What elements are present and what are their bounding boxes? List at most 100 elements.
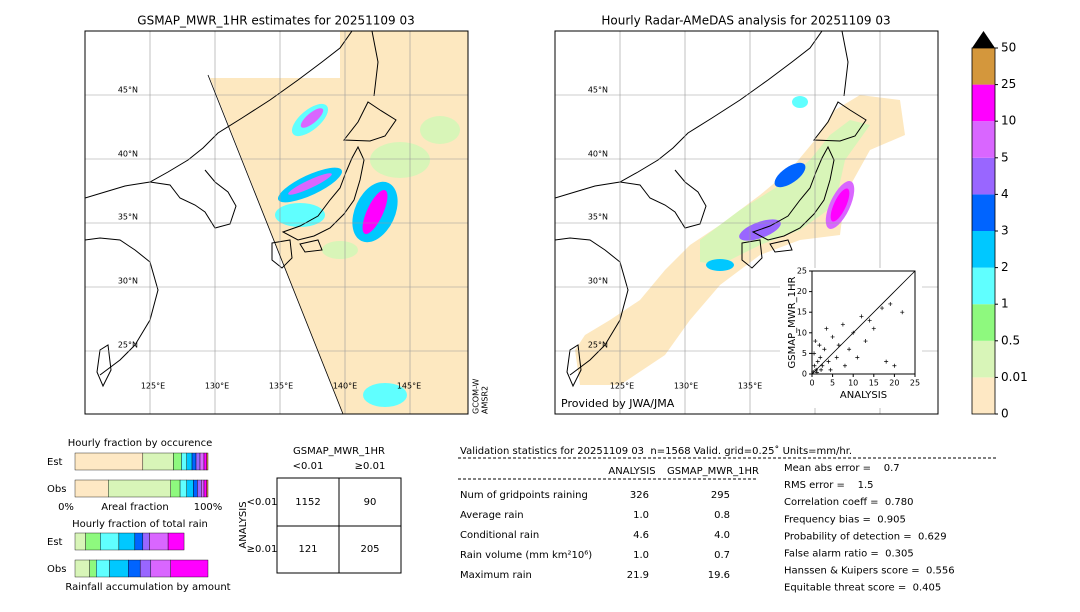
col-header: <0.01	[293, 461, 324, 472]
lat-label: 40°N	[118, 150, 138, 159]
lat-label: 35°N	[588, 213, 608, 222]
fraction-segment	[74, 559, 90, 578]
axis-label: 100%	[194, 502, 223, 513]
stat-label: Num of gridpoints raining	[460, 490, 588, 501]
scatter-point	[814, 367, 819, 372]
scatter-point	[812, 363, 817, 368]
stat-label: Maximum rain	[460, 570, 532, 581]
stat-value: 0.7	[714, 550, 730, 561]
x-tick-label: 15	[869, 379, 879, 388]
fraction-segment	[74, 452, 144, 471]
fraction-segment	[139, 559, 152, 578]
rain-blobs	[275, 103, 460, 407]
fraction-segment	[186, 479, 194, 498]
stat-value: 326	[630, 490, 649, 501]
colorbar-label: 5	[1001, 150, 1009, 164]
y-tick-label: 0	[802, 370, 807, 379]
map-title: Hourly Radar-AMeDAS analysis for 2025110…	[601, 14, 890, 28]
colorbar-label: 4	[1001, 187, 1009, 201]
stat-value: 21.9	[627, 570, 649, 581]
validation-header: Validation statistics for 20251109 03 n=…	[460, 445, 852, 457]
column-header: ANALYSIS	[608, 466, 655, 477]
lat-label: 25°N	[118, 341, 138, 350]
x-tick-label: 25	[910, 379, 920, 388]
scatter-point	[840, 322, 845, 327]
scatter-point	[819, 367, 824, 372]
scatter-point	[863, 339, 868, 344]
scatter-point	[813, 339, 818, 344]
credit: Provided by JWA/JMA	[561, 397, 675, 410]
stat-value: 4.6	[633, 530, 649, 541]
fraction-segment	[206, 452, 209, 471]
lat-label: 40°N	[588, 150, 608, 159]
scatter-point	[867, 318, 872, 323]
colorbar-label: 25	[1001, 77, 1016, 91]
column-header: GSMAP_MWR_1HR	[667, 466, 759, 477]
colorbar-label: 2	[1001, 260, 1009, 274]
score: False alarm ratio = 0.305	[784, 549, 914, 560]
map-frame	[554, 30, 939, 415]
scatter-background	[780, 268, 922, 408]
fraction-segment	[127, 559, 141, 578]
sensor-label: GCOM-W	[472, 378, 481, 414]
scatter-point	[830, 334, 835, 339]
x-tick-label: 0	[809, 379, 814, 388]
scatter-point	[822, 347, 827, 352]
stat-label: Rain volume (mm km²10⁶)	[460, 550, 592, 561]
fraction-segment	[108, 479, 171, 498]
table-cell: 1152	[295, 497, 320, 508]
x-tick-label: 10	[848, 379, 858, 388]
fraction-segment	[96, 559, 110, 578]
map-frame	[84, 30, 469, 415]
colorbar-label: 0.5	[1001, 333, 1020, 347]
colorbar-segment	[972, 377, 995, 414]
scatter-point	[884, 359, 889, 364]
fraction-segment	[109, 559, 129, 578]
axis-label: 0%	[58, 502, 74, 513]
scatter-point	[812, 351, 817, 356]
scatter-point	[892, 363, 897, 368]
lon-label: 135°E	[269, 382, 293, 391]
fraction-segment	[197, 479, 202, 498]
score: Hanssen & Kuipers score = 0.556	[784, 566, 955, 577]
colorbar-segment	[972, 84, 995, 122]
axis-label: Areal fraction	[101, 502, 168, 513]
score: Correlation coeff = 0.780	[784, 497, 914, 508]
fraction-segment	[179, 479, 187, 498]
scatter-point	[826, 359, 831, 364]
fraction-title: Hourly fraction by occurence	[68, 438, 212, 449]
scatter-point	[818, 355, 823, 360]
fraction-segment	[199, 452, 205, 471]
fraction-segment	[118, 532, 136, 551]
table-cell: 121	[298, 544, 317, 555]
row-label: Est	[47, 537, 63, 548]
x-tick-label: 5	[830, 379, 835, 388]
y-tick-label: 10	[797, 328, 807, 337]
row-label: Est	[47, 457, 63, 468]
fraction-segment	[142, 532, 150, 551]
scatter-point	[824, 326, 829, 331]
lat-label: 35°N	[118, 213, 138, 222]
stat-value: 0.8	[714, 510, 730, 521]
scatter-point	[851, 330, 856, 335]
lon-label: 140°E	[333, 382, 357, 391]
table-cell: 205	[360, 544, 379, 555]
fraction-segment	[206, 479, 209, 498]
fraction-segment	[74, 479, 109, 498]
y-tick-label: 15	[797, 308, 807, 317]
stat-value: 1.0	[633, 550, 649, 561]
x-axis-label: ANALYSIS	[840, 390, 887, 401]
fraction-segment	[142, 452, 174, 471]
swath	[210, 31, 468, 414]
scatter-point	[847, 347, 852, 352]
lat-label: 45°N	[588, 86, 608, 95]
y-tick-label: 20	[797, 287, 807, 296]
scatter-point	[836, 343, 841, 348]
scatter-point	[900, 310, 905, 315]
lat-label: 25°N	[588, 341, 608, 350]
fraction-segment	[85, 532, 101, 551]
scatter-point	[855, 355, 860, 360]
row-header: <0.01	[247, 497, 278, 508]
lat-label: 45°N	[118, 86, 138, 95]
